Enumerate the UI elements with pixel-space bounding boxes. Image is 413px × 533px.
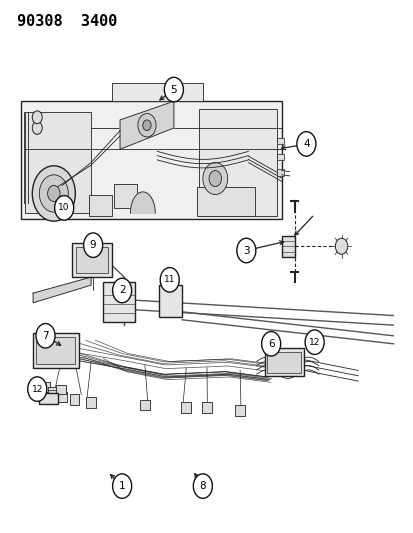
Circle shape xyxy=(39,175,68,212)
Bar xyxy=(264,348,304,376)
Bar xyxy=(21,101,281,219)
Bar xyxy=(103,282,134,322)
Bar xyxy=(39,382,50,392)
Text: 2: 2 xyxy=(119,286,125,295)
Text: 6: 6 xyxy=(267,339,274,349)
Bar xyxy=(277,154,283,160)
Bar xyxy=(159,285,182,317)
Circle shape xyxy=(160,268,179,292)
Circle shape xyxy=(164,77,183,102)
Circle shape xyxy=(28,377,47,401)
Circle shape xyxy=(112,278,131,303)
Bar xyxy=(267,352,301,373)
Text: 7: 7 xyxy=(42,331,49,341)
Bar xyxy=(112,83,202,101)
Circle shape xyxy=(296,132,315,156)
Polygon shape xyxy=(120,101,173,149)
Polygon shape xyxy=(33,277,91,303)
Circle shape xyxy=(138,114,156,137)
Circle shape xyxy=(55,196,74,220)
Polygon shape xyxy=(130,192,155,213)
Text: 12: 12 xyxy=(308,338,320,346)
Circle shape xyxy=(261,332,280,356)
Text: 12: 12 xyxy=(31,385,43,393)
Bar xyxy=(196,187,254,216)
Circle shape xyxy=(112,474,131,498)
Bar xyxy=(33,333,78,368)
Bar xyxy=(114,184,136,208)
Bar xyxy=(47,387,58,397)
Bar xyxy=(57,392,67,402)
Text: 4: 4 xyxy=(302,139,309,149)
Circle shape xyxy=(142,120,151,131)
Text: 90308  3400: 90308 3400 xyxy=(17,14,116,29)
Circle shape xyxy=(335,238,347,254)
Bar xyxy=(140,400,150,410)
Text: 1: 1 xyxy=(119,481,125,491)
Text: 8: 8 xyxy=(199,481,206,491)
Bar xyxy=(202,402,211,413)
Bar xyxy=(76,247,108,273)
Bar xyxy=(56,385,66,394)
Bar xyxy=(277,169,283,176)
Circle shape xyxy=(193,474,212,498)
Circle shape xyxy=(83,233,102,257)
Circle shape xyxy=(36,324,55,348)
Bar xyxy=(281,236,294,257)
Bar xyxy=(277,138,283,144)
Bar xyxy=(86,397,96,408)
Circle shape xyxy=(202,163,227,195)
Circle shape xyxy=(236,238,255,263)
Text: 5: 5 xyxy=(170,85,177,94)
Text: 9: 9 xyxy=(90,240,96,250)
Bar xyxy=(69,394,79,405)
Bar xyxy=(235,405,244,416)
Bar xyxy=(181,402,191,413)
Bar xyxy=(89,195,112,216)
Text: 10: 10 xyxy=(58,204,70,212)
Circle shape xyxy=(304,330,323,354)
Text: 11: 11 xyxy=(164,276,175,284)
Bar xyxy=(25,112,91,213)
Circle shape xyxy=(32,111,42,124)
Circle shape xyxy=(209,171,221,187)
Bar xyxy=(198,109,277,216)
Circle shape xyxy=(32,122,42,134)
Circle shape xyxy=(32,166,75,221)
Bar xyxy=(72,243,112,277)
Bar xyxy=(36,337,75,364)
Bar xyxy=(39,393,58,404)
Circle shape xyxy=(47,185,60,201)
Text: 3: 3 xyxy=(242,246,249,255)
